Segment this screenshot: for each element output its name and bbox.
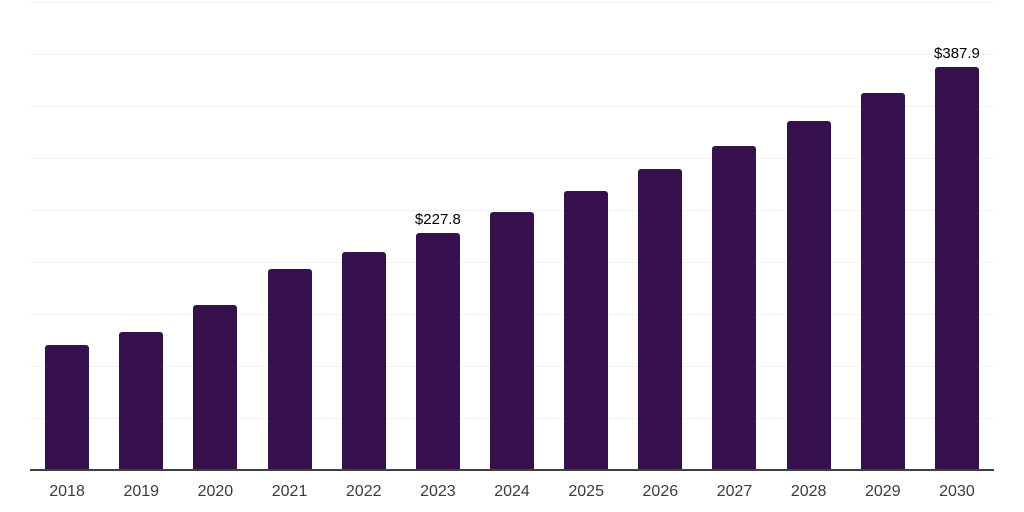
- x-axis-tick-labels: 2018 2019 2020 2021 2022 2023 2024 2025 2026 2027…: [30, 484, 994, 500]
- x-tick-label-2027: 2027: [716, 483, 753, 500]
- gridline: [30, 2, 994, 3]
- bar-slot-2026: [623, 2, 697, 470]
- gridline: [30, 158, 994, 159]
- bar-series: $227.8 $387.9: [30, 2, 994, 470]
- x-tick-label-2030: 2030: [939, 483, 975, 500]
- bar-slot-2023: $227.8: [401, 2, 475, 470]
- bar-2027: [712, 145, 757, 470]
- bar-2019: [119, 332, 164, 470]
- bar-slot-2027: [697, 2, 771, 470]
- x-tick-label-2018: 2018: [49, 483, 85, 500]
- x-tick-label-2023: 2023: [420, 483, 456, 500]
- x-tick-label-2025: 2025: [568, 483, 604, 500]
- bar-2026: [638, 169, 683, 470]
- bar-slot-2025: [549, 2, 623, 470]
- bar-2029: [860, 93, 905, 470]
- value-label-2030: $387.9: [934, 44, 980, 62]
- bar-slot-2029: [846, 2, 920, 470]
- bar-slot-2022: [327, 2, 401, 470]
- x-axis-line: [30, 469, 994, 471]
- bar-slot-2024: [475, 2, 549, 470]
- plot-area: $227.8 $387.9: [30, 2, 994, 470]
- bar-2028: [786, 120, 831, 470]
- bar-slot-2028: [772, 2, 846, 470]
- bar-2025: [564, 190, 609, 470]
- bar-slot-2019: [104, 2, 178, 470]
- x-tick-label-2022: 2022: [345, 483, 382, 500]
- x-tick-label-2019: 2019: [123, 483, 160, 500]
- x-tick-label-2028: 2028: [790, 483, 827, 500]
- bar-2024: [490, 211, 535, 470]
- bar-2022: [341, 251, 386, 470]
- bar-slot-2020: [178, 2, 252, 470]
- x-tick-label-2024: 2024: [494, 483, 530, 500]
- bar-2020: [193, 304, 238, 470]
- gridline: [30, 54, 994, 55]
- bar-2021: [267, 269, 312, 470]
- x-tick-label-2020: 2020: [197, 483, 234, 500]
- bar-slot-2030: $387.9: [920, 2, 994, 470]
- bar-2030: $387.9: [934, 46, 980, 470]
- gridline: [30, 210, 994, 211]
- bar-slot-2018: [30, 2, 104, 470]
- bar-2018: [45, 345, 90, 470]
- value-label-2023: $227.8: [414, 211, 461, 229]
- x-tick-label-2026: 2026: [642, 483, 679, 500]
- bar-slot-2021: [252, 2, 326, 470]
- x-tick-label-2021: 2021: [271, 483, 308, 500]
- x-tick-label-2029: 2029: [865, 483, 901, 500]
- gridline: [30, 106, 994, 107]
- bar-2023: $227.8: [415, 212, 461, 470]
